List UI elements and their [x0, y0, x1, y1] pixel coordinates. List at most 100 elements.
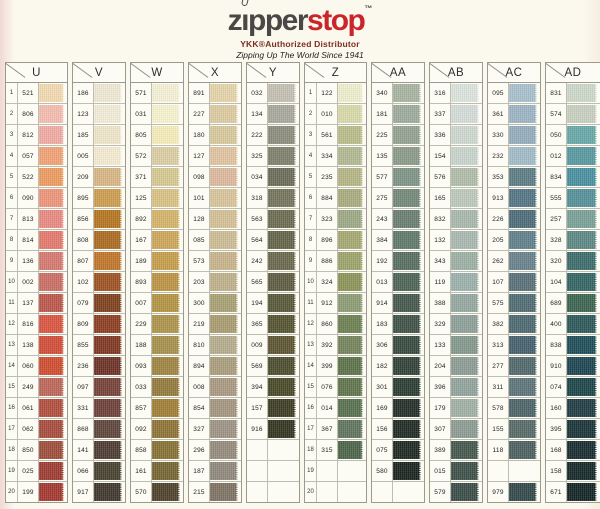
column-rows: 095 361 330 232 353 913 226 205 262 107 575 382 313 2… — [488, 83, 540, 502]
color-code: 033 — [131, 377, 152, 397]
color-code: 188 — [131, 335, 152, 355]
color-swatch — [567, 483, 597, 501]
row-number: 14 — [6, 356, 18, 376]
color-swatch — [152, 399, 180, 417]
color-swatch — [94, 273, 122, 291]
color-code: 154 — [430, 146, 451, 166]
column-rows: 571 031 805 572 371 125 892 167 189 893 007 229 188 0… — [131, 83, 183, 502]
color-swatch — [338, 420, 363, 438]
swatch-area — [338, 104, 366, 124]
swatch-row: 189 — [131, 251, 183, 272]
color-code: 092 — [131, 419, 152, 439]
color-swatch — [152, 126, 180, 144]
swatch-row: 031 — [131, 104, 183, 125]
swatch-row: 834 — [546, 167, 600, 188]
swatch-area — [451, 125, 482, 145]
swatch-row: 20 — [305, 482, 366, 502]
color-swatch — [152, 252, 180, 270]
swatch-row: 296 — [189, 440, 241, 461]
color-swatch — [509, 273, 537, 291]
swatch-area — [152, 104, 183, 124]
color-swatch — [268, 189, 296, 207]
color-swatch — [567, 294, 597, 312]
swatch-area — [39, 335, 67, 355]
swatch-row: 325 — [247, 146, 299, 167]
swatch-row: 555 — [546, 188, 600, 209]
color-code: 330 — [488, 125, 509, 145]
swatch-row: 135 — [372, 146, 424, 167]
swatch-area — [509, 104, 540, 124]
color-code: 090 — [18, 188, 39, 208]
color-code: 061 — [18, 398, 39, 418]
color-code: 573 — [189, 251, 210, 271]
swatch-area — [393, 440, 424, 460]
color-swatch — [338, 294, 363, 312]
swatch-area — [393, 356, 424, 376]
swatch-area — [152, 272, 183, 292]
color-swatch — [509, 84, 537, 102]
color-swatch — [338, 189, 363, 207]
swatch-row: 917 — [73, 482, 125, 502]
color-code: 323 — [317, 209, 338, 229]
swatch-area — [338, 482, 366, 502]
swatch-area — [567, 377, 600, 397]
color-swatch — [210, 168, 238, 186]
zipperstop-logo: z ıpperstop™ — [0, 0, 600, 37]
swatch-area — [393, 104, 424, 124]
swatch-row: 916 — [247, 419, 299, 440]
color-code: 135 — [372, 146, 393, 166]
color-code: 215 — [189, 482, 210, 502]
color-swatch — [210, 378, 238, 396]
color-swatch — [338, 126, 363, 144]
color-swatch — [338, 84, 363, 102]
color-swatch — [393, 210, 421, 228]
color-code: 012 — [546, 146, 567, 166]
color-code: 367 — [317, 419, 338, 439]
swatch-area — [451, 209, 482, 229]
swatch-area — [39, 209, 67, 229]
swatch-row: 343 — [430, 251, 482, 272]
color-swatch — [210, 189, 238, 207]
color-code: 565 — [247, 272, 268, 292]
swatch-area — [338, 188, 366, 208]
swatch-area — [39, 272, 67, 292]
color-code: 555 — [546, 188, 567, 208]
color-chart: U 1 521 2 806 3 812 4 057 5 522 6 090 7 813 8 814 9 136 10 0… — [5, 62, 600, 503]
row-number: 20 — [6, 482, 18, 502]
color-swatch — [509, 378, 537, 396]
color-swatch — [94, 168, 122, 186]
color-code: 107 — [488, 272, 509, 292]
row-number: 7 — [305, 209, 317, 229]
color-code: 236 — [73, 356, 94, 376]
color-code: 075 — [372, 440, 393, 460]
color-swatch — [451, 357, 479, 375]
color-code: 328 — [546, 230, 567, 250]
color-column-V: V 186 123 185 005 209 895 856 808 807 102 079 809 855… — [72, 62, 126, 503]
color-swatch — [393, 84, 421, 102]
swatch-row: 327 — [189, 419, 241, 440]
row-number: 7 — [6, 209, 18, 229]
swatch-row: 891 — [189, 83, 241, 104]
swatch-area — [268, 377, 299, 397]
swatch-row: 301 — [372, 377, 424, 398]
color-swatch — [152, 315, 180, 333]
color-swatch — [451, 420, 479, 438]
color-code: 361 — [488, 104, 509, 124]
color-code: 167 — [131, 230, 152, 250]
color-code: 095 — [488, 83, 509, 103]
color-code: 015 — [430, 461, 451, 481]
swatch-area — [39, 146, 67, 166]
color-code: 301 — [372, 377, 393, 397]
swatch-row: 306 — [372, 335, 424, 356]
swatch-row: 831 — [546, 83, 600, 104]
swatch-area — [39, 251, 67, 271]
swatch-area — [268, 272, 299, 292]
swatch-area — [451, 419, 482, 439]
row-number: 5 — [305, 167, 317, 187]
color-code: 912 — [317, 293, 338, 313]
color-swatch — [39, 315, 64, 333]
color-swatch — [268, 147, 296, 165]
swatch-area — [39, 377, 67, 397]
color-code: 807 — [73, 251, 94, 271]
swatch-area — [268, 419, 299, 439]
